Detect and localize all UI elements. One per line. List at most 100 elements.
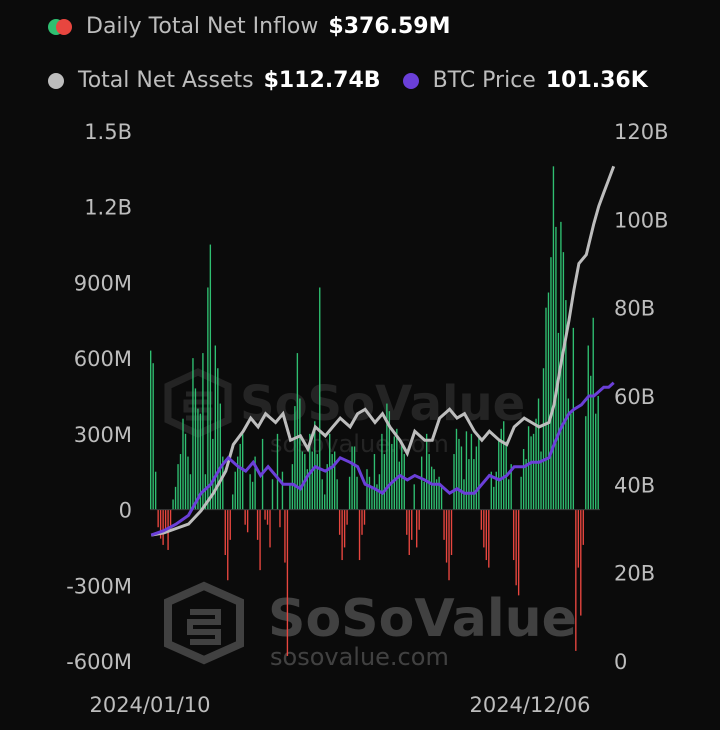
inflow-bar [522,449,525,510]
inflow-bar [433,469,435,510]
inflow-bar [545,307,547,510]
inflow-bar [212,438,214,510]
inflow-bar [164,509,167,534]
inflow-bar [470,433,473,510]
inflow-bar [159,509,162,539]
inflow-bar [152,363,154,510]
inflow-bar [498,438,500,510]
assets-legend-dot-icon [48,72,64,89]
inflow-bar [237,456,239,510]
inflow-bar [264,509,266,520]
inflow-bar [373,454,376,510]
inflow-bar [294,406,296,510]
inflow-bar [162,509,164,545]
inflow-bar [443,509,445,540]
inflow-bar [299,398,301,510]
inflow-bar [423,481,425,510]
inflow-bar [232,494,234,510]
inflow-bar [555,226,557,510]
inflow-bar [256,509,259,540]
inflow-bar [386,403,388,510]
inflow-bar [483,509,485,548]
inflow-bar [358,509,361,561]
inflow-bar [577,509,579,568]
inflow-bar [179,454,182,510]
right-tick-label: 120B [614,120,669,144]
inflow-bar [241,433,244,510]
inflow-bar [319,287,321,510]
inflow-bar [249,474,251,510]
inflow-bar [435,479,438,510]
x-tick-label: 2024/12/06 [469,693,590,717]
inflow-bar [246,509,249,533]
right-tick-label: 60B [614,385,655,409]
inflow-bar [251,481,254,510]
inflow-bar [154,471,157,510]
inflow-bar [430,466,433,510]
inflow-bar [465,431,468,510]
inflow-bar [473,459,475,510]
inflow-bar [353,446,356,510]
assets-line-series [150,165,616,537]
inflow-bar [289,484,291,510]
left-tick-label: -300M [66,574,132,598]
inflow-bar [266,509,269,525]
inflow-bar [259,509,261,571]
inflow-bar [150,350,152,510]
inflow-bar [500,428,502,510]
inflow-bar [381,433,383,510]
inflow-bar [468,459,470,510]
inflow-bar [214,345,217,510]
inflow-bar [239,443,241,510]
btc-legend-value: 101.36K [545,68,648,93]
inflow-bar [480,509,483,530]
legend-row-assets-btc: Total Net Assets $112.74B BTC Price 101.… [48,68,670,93]
left-tick-label: 300M [74,423,132,447]
left-tick-label: -600M [66,650,132,674]
inflow-bar [383,454,386,510]
inflow-bar [227,509,229,581]
inflow-bar [202,353,204,510]
inflow-bar [388,411,391,510]
inflow-bar [490,471,492,510]
inflow-bar [537,398,540,510]
inflow-bar [517,509,520,596]
inflow-bar [565,300,567,510]
inflow-bar [535,418,537,510]
left-tick-label: 900M [74,271,132,295]
inflow-bar [512,509,515,561]
inflow-bar [475,446,478,510]
inflow-bar [562,252,565,510]
inflow-bar [425,433,428,510]
inflow-bar [296,353,299,510]
inflow-bar [527,426,530,510]
inflow-bar [187,456,189,510]
inflow-bar [503,421,505,510]
inflow-bar [343,509,346,548]
inflow-legend-value: $376.59M [328,14,451,39]
inflow-legend-dot-icon [48,18,72,35]
inflow-bar [363,509,366,525]
inflow-bar [592,317,594,510]
inflow-bar [580,509,582,616]
inflow-bar [510,464,512,510]
inflow-bar [189,474,192,510]
inflow-bar [391,443,393,510]
inflow-bar [219,403,221,510]
inflow-bar [418,509,420,530]
left-axis: 1.5B 1.2B 900M 600M 300M 0 -300M -600M [66,120,132,674]
inflow-bar [450,509,453,555]
inflow-bar [550,257,552,510]
inflow-bar [532,433,535,510]
inflow-bar [376,484,378,510]
inflow-bar [338,509,341,535]
inflow-bar [542,368,545,510]
inflow-bar [520,476,522,510]
inflow-bar [393,436,396,510]
inflow-bar [222,456,224,510]
inflow-bar [172,499,174,510]
inflow-bar [197,408,199,510]
inflow-bar [368,476,371,510]
inflow-bar [460,446,463,510]
